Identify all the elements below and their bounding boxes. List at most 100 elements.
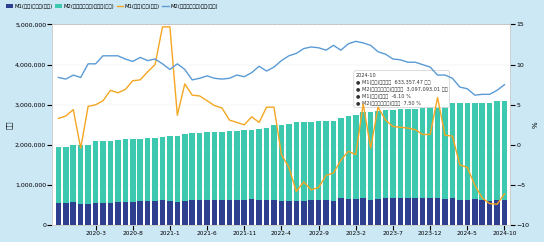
Bar <box>479 200 485 225</box>
Bar <box>428 106 433 225</box>
M2(货币和准货币)同比(右轴) <box>323 49 329 52</box>
Text: 2024-10
● M1(货币)期末值：  633,357.47 亿元
● M2(货币和准货币)期末值：  3,097,093.01 亿元
● M1(货币)同比: 2024-10 ● M1(货币)期末值： 633,357.47 亿元 ● M2(… <box>356 73 448 106</box>
Bar <box>197 133 202 225</box>
Bar <box>160 137 165 225</box>
Bar <box>375 111 381 225</box>
M2(货币和准货币)同比(右轴) <box>144 59 151 62</box>
Bar <box>361 198 366 225</box>
Bar <box>316 121 322 225</box>
Bar <box>115 140 121 225</box>
Bar <box>152 138 158 225</box>
Bar <box>345 199 351 225</box>
Bar <box>197 200 202 225</box>
Bar <box>182 134 188 225</box>
Bar <box>71 202 76 225</box>
Bar <box>227 200 232 225</box>
Bar <box>286 124 292 225</box>
Bar <box>331 201 336 225</box>
Bar <box>205 200 210 225</box>
Bar <box>55 147 61 225</box>
Bar <box>368 112 373 225</box>
Bar <box>405 198 411 225</box>
Bar <box>122 202 128 225</box>
Bar <box>368 200 373 225</box>
M2(货币和准货币)同比(右轴) <box>293 52 300 55</box>
Bar <box>212 132 217 225</box>
Bar <box>145 201 150 225</box>
Bar <box>375 199 381 225</box>
Bar <box>494 200 500 225</box>
Bar <box>502 101 507 225</box>
Bar <box>442 199 448 225</box>
Bar <box>412 198 418 225</box>
Bar <box>256 129 262 225</box>
Bar <box>63 203 69 225</box>
Bar <box>435 106 440 225</box>
Bar <box>242 130 247 225</box>
M1(货币)同比(右轴) <box>494 203 500 206</box>
Bar <box>234 200 239 225</box>
Bar <box>78 145 83 225</box>
Bar <box>398 198 403 225</box>
Bar <box>420 198 425 225</box>
Bar <box>85 204 91 225</box>
Bar <box>383 198 388 225</box>
Bar <box>294 201 299 225</box>
Line: M1(货币)同比(右轴): M1(货币)同比(右轴) <box>58 27 504 204</box>
Bar <box>130 139 135 225</box>
Bar <box>71 145 76 225</box>
M1(货币)同比(右轴) <box>159 25 166 28</box>
Bar <box>390 198 395 225</box>
M1(货币)同比(右轴) <box>330 172 337 174</box>
Bar <box>450 198 455 225</box>
Bar <box>85 145 91 225</box>
Bar <box>457 103 462 225</box>
Bar <box>353 199 358 225</box>
Bar <box>160 200 165 225</box>
Bar <box>55 203 61 225</box>
M1(货币)同比(右轴) <box>166 25 173 28</box>
Bar <box>130 202 135 225</box>
Bar <box>301 201 306 225</box>
Bar <box>249 199 255 225</box>
Bar <box>442 105 448 225</box>
Bar <box>323 121 329 225</box>
Bar <box>487 201 492 225</box>
Bar <box>457 200 462 225</box>
Bar <box>205 132 210 225</box>
Bar <box>420 108 425 225</box>
Bar <box>338 118 344 225</box>
Bar <box>331 121 336 225</box>
Y-axis label: 亿元: 亿元 <box>5 121 12 129</box>
Bar <box>428 197 433 225</box>
Bar <box>189 200 195 225</box>
Bar <box>63 146 69 225</box>
Bar <box>301 121 306 225</box>
Bar <box>323 200 329 225</box>
Bar <box>100 141 106 225</box>
Bar <box>145 138 150 225</box>
Bar <box>212 200 217 225</box>
Bar <box>234 130 239 225</box>
Bar <box>264 128 269 225</box>
Bar <box>405 109 411 225</box>
Bar <box>345 116 351 225</box>
Bar <box>152 201 158 225</box>
Legend: M1(货币)期末值(左轴), M2(货币和准货币)期末值(左轴), M1(货币)同比(右轴), M2(货币和准货币)同比(右轴): M1(货币)期末值(左轴), M2(货币和准货币)期末值(左轴), M1(货币)… <box>5 3 219 10</box>
M2(货币和准货币)同比(右轴) <box>211 77 218 80</box>
Bar <box>487 103 492 225</box>
Bar <box>390 110 395 225</box>
M2(货币和准货币)同比(右轴) <box>353 40 359 43</box>
M2(货币和准货币)同比(右轴) <box>449 77 456 80</box>
Y-axis label: %: % <box>533 121 539 128</box>
M1(货币)同比(右轴) <box>144 70 151 73</box>
Bar <box>264 200 269 225</box>
Bar <box>167 201 172 225</box>
Bar <box>108 141 113 225</box>
Bar <box>122 139 128 225</box>
Bar <box>93 203 98 225</box>
M2(货币和准货币)同比(右轴) <box>159 62 166 65</box>
Bar <box>93 142 98 225</box>
Bar <box>182 201 188 225</box>
Bar <box>472 103 478 225</box>
